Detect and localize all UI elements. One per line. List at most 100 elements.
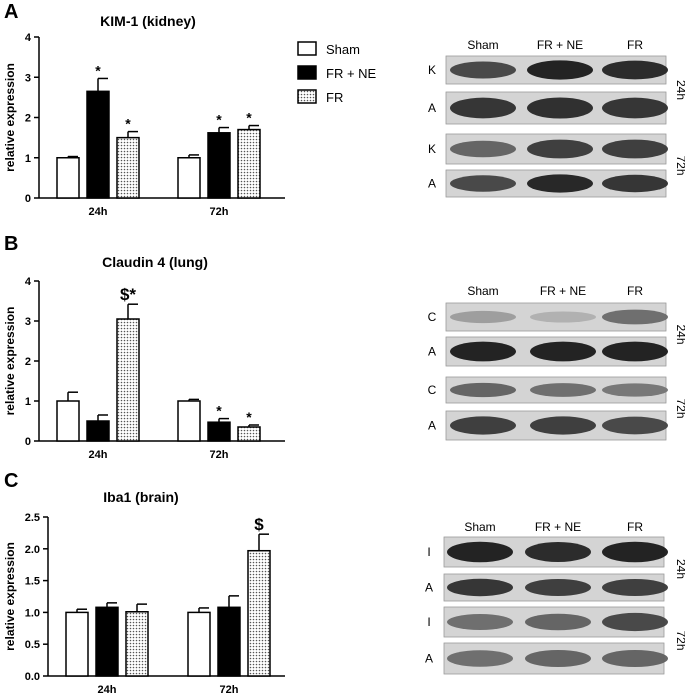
blot-row-label: I [427,615,430,629]
y-tick-label: 3 [25,316,31,328]
blot-column-header: FR [627,38,643,52]
blot-row-label: A [428,101,436,115]
blot-band [527,174,593,193]
blot-band [602,579,668,596]
blot-time-label: 24h [674,324,685,344]
blot-column-header: FR + NE [540,284,586,298]
blot-column-header: FR [627,284,643,298]
blot-band [447,614,513,630]
blot-panel-1: Sham FR + NE FR K A 24h K A 72h [428,38,685,198]
blot-column-header: FR [627,520,643,534]
significance-marker: * [216,403,222,419]
blot-row-label: K [428,63,436,77]
blot-band [602,341,668,362]
legend-label-fr: FR [326,90,343,105]
blot-band [450,97,516,119]
y-axis-label: relative expression [3,542,17,651]
blot-band [527,60,593,80]
bar-fr-ne-24h [95,606,119,677]
blot-row-label: A [428,345,436,359]
y-tick-label: 3 [25,72,31,84]
blot-band [602,60,668,80]
chart-title: KIM-1 (kidney) [100,13,196,29]
y-axis-label: relative expression [3,307,17,416]
blot-time-label: 24h [674,559,685,579]
blot-row-label: C [428,383,437,397]
legend-label-fr-ne: FR + NE [326,66,377,81]
bar-fr-24h [116,318,140,442]
blot-band [602,649,668,668]
blot-band [525,649,591,668]
significance-marker: * [95,62,101,78]
blot-row-label: A [425,581,433,595]
x-tick-label: 72h [210,206,229,218]
blot-band [602,416,668,435]
blot-row-label: A [428,177,436,191]
blot-time-label: 24h [674,80,685,100]
blot-band [602,97,668,119]
bar-sham-24h [65,611,89,677]
blot-row-label: C [428,310,437,324]
y-tick-label: 0.0 [25,671,40,683]
y-tick-label: 1.5 [25,576,40,588]
significance-marker: * [246,110,252,126]
y-tick-label: 2 [25,113,31,125]
blot-band [602,309,668,325]
blot-row-label: A [425,652,433,666]
chart-title: Iba1 (brain) [103,489,178,505]
blot-row-label: A [428,419,436,433]
bar-fr-24h [116,136,140,199]
blot-band [525,542,591,562]
blot-band [602,174,668,193]
blot-band [530,416,596,435]
y-tick-label: 2 [25,356,31,368]
bar-charts: KIM-1 (kidney) relative expression 0 1 2 3 4 * *… [3,13,285,694]
y-tick-label: 1 [25,153,31,165]
blot-time-label: 72h [674,155,685,175]
panel-letter-c: C [4,470,18,492]
bar-fr-ne-72h [217,606,241,677]
blot-column-header: Sham [467,38,498,52]
chart-title: Claudin 4 (lung) [102,254,208,270]
legend: Sham FR + NE FR [297,41,377,105]
significance-marker: * [216,112,222,128]
bar-fr-ne-24h [86,90,110,199]
chart-3: Iba1 (brain) relative expression 0.0 0.5 1.0… [3,489,285,694]
blot-row-label: K [428,142,436,156]
bar-fr-ne-24h [86,420,110,442]
y-tick-label: 4 [25,32,32,44]
blot-band [450,416,516,435]
x-tick-label: 72h [220,684,239,694]
significance-marker: $ [254,515,264,534]
y-tick-label: 1.0 [25,607,40,619]
blot-time-label: 72h [674,630,685,650]
bar-fr-72h [247,549,271,677]
blot-band [450,140,516,158]
blot-column-header: Sham [464,520,495,534]
blot-band [450,341,516,362]
bar-sham-72h [177,400,201,442]
blot-band [450,382,516,398]
blot-band [447,541,513,563]
bar-sham-72h [177,157,201,199]
blot-column-header: FR + NE [537,38,583,52]
y-tick-label: 0.5 [25,639,40,651]
western-blots: Sham FR + NE FR K A 24h K A 72h Sham FR + NE FR C A 24… [425,38,685,675]
blot-band [525,579,591,596]
bar-fr-72h [237,426,261,442]
blot-column-header: FR + NE [535,520,581,534]
blot-band [530,341,596,362]
bar-fr-ne-72h [207,421,231,442]
bar-fr-24h [125,611,149,677]
bar-sham-24h [56,400,80,442]
blot-row-label: I [427,545,430,559]
panel-letter-b: B [4,233,18,255]
blot-band [530,383,596,397]
blot-column-header: Sham [467,284,498,298]
y-tick-label: 0 [25,436,31,448]
blot-panel-2: Sham FR + NE FR C A 24h C A 72h [428,284,685,441]
blot-band [602,383,668,397]
blot-panel-3: Sham FR + NE FR I A 24h I A 72h [425,520,685,675]
x-tick-label: 72h [210,449,229,461]
